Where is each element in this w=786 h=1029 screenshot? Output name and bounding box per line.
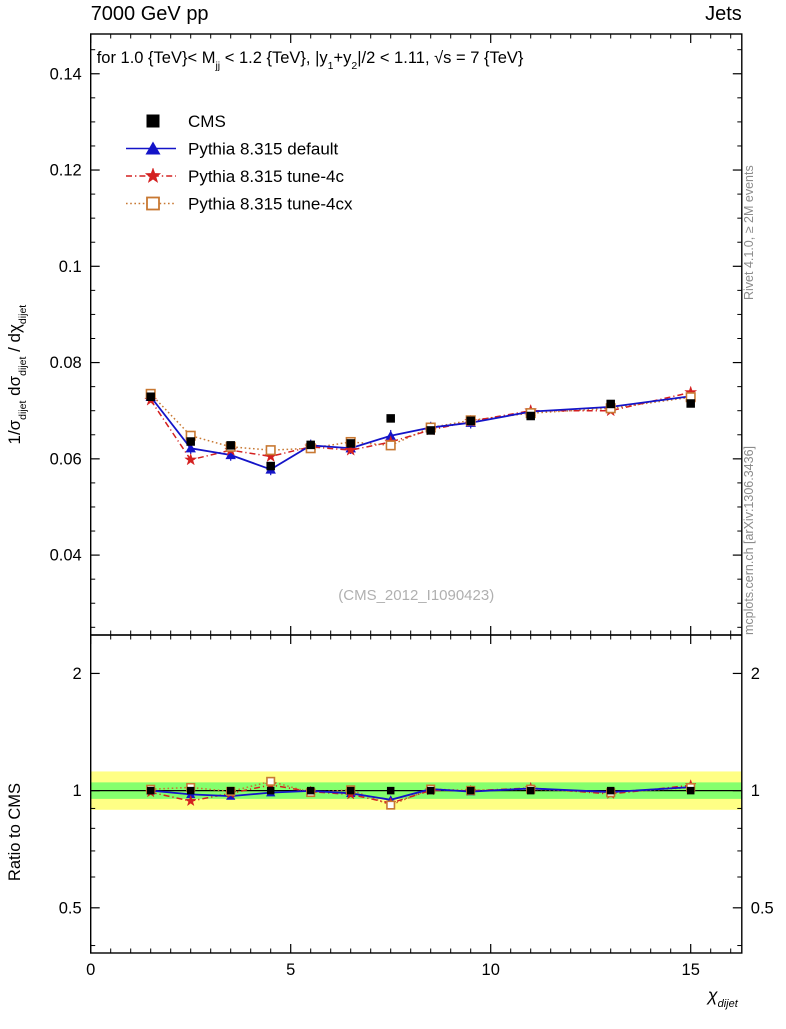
svg-text:0.5: 0.5 xyxy=(59,899,82,917)
svg-text:0.5: 0.5 xyxy=(751,899,774,917)
svg-text:7000 GeV pp: 7000 GeV pp xyxy=(91,3,209,25)
svg-text:Pythia 8.315 tune-4cx: Pythia 8.315 tune-4cx xyxy=(188,195,353,214)
svg-text:Jets: Jets xyxy=(705,3,742,25)
svg-text:1: 1 xyxy=(751,782,760,800)
svg-text:15: 15 xyxy=(682,961,700,979)
svg-text:Rivet 4.1.0, ≥ 2M events: Rivet 4.1.0, ≥ 2M events xyxy=(742,165,756,300)
svg-text:0.04: 0.04 xyxy=(50,547,82,565)
svg-text:10: 10 xyxy=(482,961,500,979)
svg-text:(CMS_2012_I1090423): (CMS_2012_I1090423) xyxy=(338,587,494,604)
svg-text:1: 1 xyxy=(73,782,82,800)
svg-text:Ratio to CMS: Ratio to CMS xyxy=(6,783,24,881)
svg-text:mcplots.cern.ch [arXiv:1306.34: mcplots.cern.ch [arXiv:1306.3436] xyxy=(742,446,756,635)
svg-text:0.14: 0.14 xyxy=(50,65,82,83)
svg-text:2: 2 xyxy=(751,665,760,683)
svg-text:Pythia 8.315 default: Pythia 8.315 default xyxy=(188,140,339,159)
svg-text:Pythia 8.315 tune-4c: Pythia 8.315 tune-4c xyxy=(188,167,344,186)
svg-text:5: 5 xyxy=(286,961,295,979)
svg-text:0.08: 0.08 xyxy=(50,354,82,372)
svg-text:CMS: CMS xyxy=(188,112,226,131)
svg-text:0: 0 xyxy=(86,961,95,979)
svg-text:0.1: 0.1 xyxy=(59,258,82,276)
svg-text:2: 2 xyxy=(73,665,82,683)
svg-text:0.12: 0.12 xyxy=(50,162,82,180)
svg-text:0.06: 0.06 xyxy=(50,450,82,468)
